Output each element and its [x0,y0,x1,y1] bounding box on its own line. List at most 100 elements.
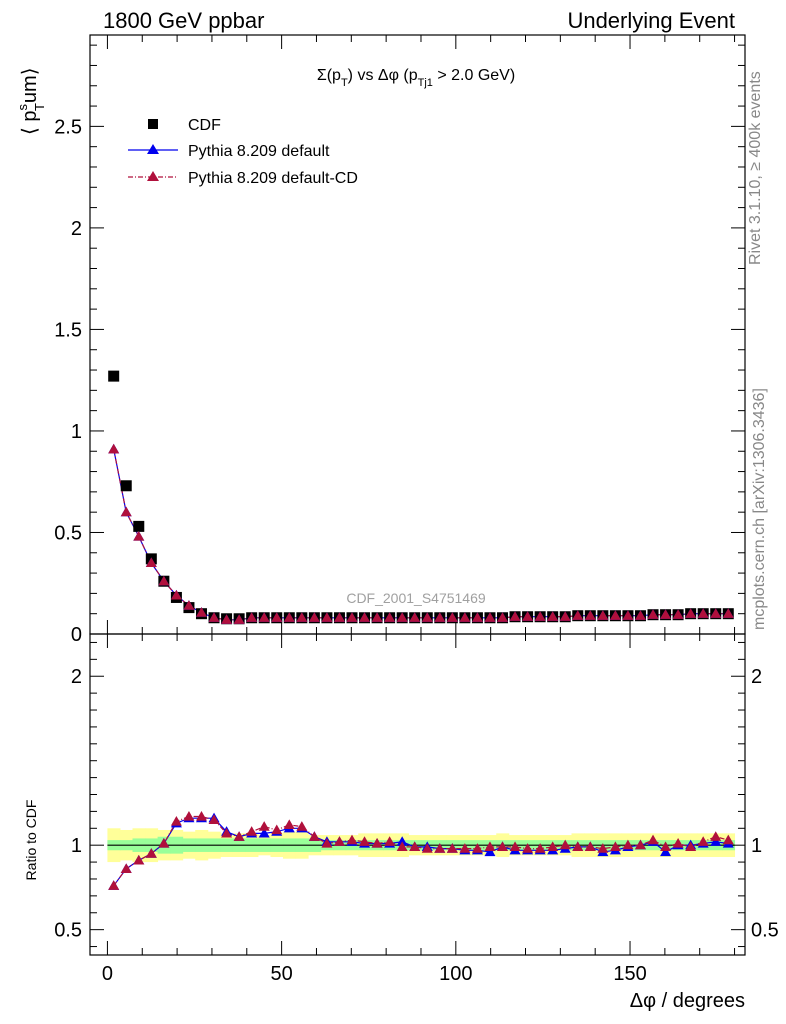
main-plot: 0 0.5 1 1.5 2 2.5 [54,34,746,646]
ratio-point-default-cd-9 [221,827,233,838]
main-y-tick-label-4: 2 [71,218,82,240]
point-default-cd-20 [359,612,371,622]
ratio-y-tick-label-2: 2 [71,666,82,688]
ratio-point-default-cd-27 [446,843,458,853]
ratio-point-default-cd-15 [296,821,308,831]
legend-label-default: Pythia 8.209 default [188,143,330,160]
ratio-point-default-cd-29 [471,843,483,853]
ratio-point-default-cd-1 [120,863,132,873]
ratio-point-default-cd-0 [108,880,120,890]
point-default-cd-32 [509,611,521,621]
point-default-cd-17 [321,612,333,622]
ratio-point-default-cd-42 [634,839,646,850]
ratio-point-default-cd-23 [396,841,408,851]
legend-marker-default-cd [147,171,159,181]
ratio-point-default-cd-4 [158,837,170,848]
ratio-point-default-cd-25 [421,843,433,853]
point-default-cd-28 [459,612,471,622]
header-left: 1800 GeV ppbar [103,8,264,33]
ratio-point-default-cd-26 [434,843,446,853]
ratio-point-default-cd-13 [271,824,283,835]
ratio-point-default-cd-14 [283,819,295,830]
point-default-cd-35 [547,611,559,621]
ratio-point-default-cd-47 [697,836,709,846]
point-default-cd-1 [120,506,132,517]
ratio-point-default-cd-45 [672,837,684,848]
main-y-tick-label-5: 2.5 [54,116,82,138]
point-default-cd-47 [697,608,709,618]
main-y-tick-label-1: 0.5 [54,522,82,544]
ratio-point-default-cd-32 [509,841,521,851]
ratio-point-default-cd-18 [333,836,345,846]
point-default-cd-19 [346,612,358,622]
point-default-cd-4 [158,575,170,586]
point-default-cd-14 [283,612,295,622]
ratio-point-default-cd-3 [145,848,157,858]
ratio-point-default-cd-31 [497,841,509,851]
point-default-cd-6 [183,600,195,610]
ratio-point-default-cd-11 [246,826,258,836]
point-cdf-1 [120,480,132,492]
ratio-point-default-cd-43 [647,834,659,845]
side-text-bottom: mcplots.cern.ch [arXiv:1306.3436] [751,388,768,630]
ratio-point-default-cd-40 [609,841,621,851]
ratio-point-default-cd-44 [660,841,672,851]
point-default-cd-10 [233,614,245,624]
ratio-point-default-cd-24 [409,841,421,851]
ratio-point-default-cd-37 [572,841,584,851]
legend: CDF Pythia 8.209 default Pythia 8.209 de… [128,117,358,187]
ratio-plot-frame [89,633,746,956]
point-default-cd-41 [622,610,634,620]
point-default-cd-36 [559,611,571,621]
point-default-cd-11 [246,612,258,622]
point-default-cd-3 [145,557,157,568]
main-y-tick-label-2: 1 [71,421,82,443]
ratio-point-default-cd-21 [371,837,383,848]
ratio-point-default-cd-20 [359,836,371,846]
ratio-y-tick-label-right-0: 0.5 [751,920,779,942]
point-default-cd-2 [133,531,145,541]
x-tick-label-1: 50 [270,963,292,985]
point-default-cd-30 [484,612,496,622]
point-default-cd-33 [522,611,534,621]
point-default-cd-12 [258,612,270,622]
point-default-cd-42 [634,610,646,620]
side-text-top: Rivet 3.1.10, ≥ 400k events [747,71,764,265]
point-default-cd-45 [672,609,684,619]
x-tick-label-0: 0 [102,963,113,985]
point-default-cd-22 [384,612,396,622]
legend-marker-cdf [148,119,158,129]
ratio-point-default-cd-2 [133,854,145,865]
point-default-cd-37 [572,610,584,620]
ratio-point-default-cd-7 [195,810,207,821]
ratio-point-default-cd-8 [208,814,220,824]
point-default-cd-0 [108,443,120,454]
header-right: Underlying Event [567,8,735,33]
y-axis-label-main: ⟨ ps Tum⟩ [15,67,47,135]
main-y-tick-label-3: 1.5 [54,319,82,341]
ratio-point-default-cd-19 [346,834,358,845]
point-default-cd-38 [584,610,596,620]
ratio-point-default-cd-48 [710,831,722,841]
plot-title: Σ(pT) vs Δφ (pTj1 > 2.0 GeV) [317,67,515,89]
point-default-cd-9 [221,614,233,624]
point-default-cd-48 [710,608,722,618]
point-default-cd-8 [208,612,220,622]
point-default-cd-5 [170,589,182,600]
x-tick-label-3: 150 [613,963,646,985]
ratio-point-default-cd-34 [534,843,546,853]
point-default-cd-26 [434,612,446,622]
ratio-point-default-cd-22 [384,836,396,846]
analysis-watermark: CDF_2001_S4751469 [346,590,486,606]
point-default-cd-44 [660,609,672,619]
point-default-cd-43 [647,609,659,619]
ratio-point-default-44 [660,846,672,857]
point-default-cd-15 [296,612,308,622]
ratio-point-default-cd-10 [233,831,245,841]
ratio-plot: 0 50 100 150 0.5 0.5 1 1 2 2 [54,633,779,985]
ratio-point-default-cd-46 [685,841,697,851]
point-default-cd-16 [308,612,320,622]
ratio-y-tick-label-right-2: 2 [751,666,762,688]
x-axis-label: Δφ / degrees [630,990,745,1012]
ratio-point-default-cd-28 [459,843,471,853]
